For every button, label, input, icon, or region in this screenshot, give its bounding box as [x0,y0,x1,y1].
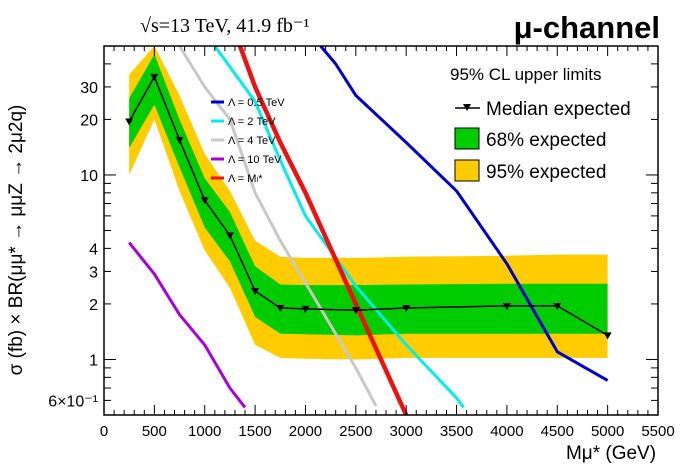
x-tick-label: 1000 [188,423,221,440]
y-tick-label: 20 [80,112,98,129]
theory-curve-2 [178,46,378,407]
legend-swatch-68 [454,127,480,150]
y-tick-label: 6×10⁻¹ [48,393,98,410]
x-tick-label: 500 [142,423,167,440]
lambda-legend-label: Λ = 2 TeV [228,116,276,128]
x-tick-label: 4500 [541,423,574,440]
x-tick-label: 0 [100,423,108,440]
legend-swatch-95 [454,159,480,182]
legend-label-68: 68% expected [486,130,606,151]
x-tick-label: 2000 [289,423,322,440]
median-marker [351,307,360,315]
legend-label-median: Median expected [486,99,631,120]
x-tick-label: 3500 [440,423,473,440]
median-marker [200,197,209,205]
y-tick-label: 2 [89,297,98,314]
theory-curve-3 [128,241,247,409]
x-tick-label: 5000 [591,423,624,440]
median-marker [603,332,612,340]
lambda-legend-label: Λ = 10 TeV [228,154,282,166]
median-marker [502,302,511,310]
median-marker [150,73,159,81]
bands-layer [129,46,608,360]
lambda-legend-label: Λ = Mₗ* [228,173,263,185]
median-marker [402,305,411,313]
theory-curve-0 [319,46,609,382]
y-tick-label: 1 [89,352,98,369]
x-tick-label: 1500 [238,423,271,440]
x-tick-label: 3000 [389,423,422,440]
x-tick-label: 4000 [490,423,523,440]
x-axis-label: Mμ* (GeV) [566,443,656,464]
lambda-legend: Λ = 0.5 TeV Λ = 2 TeV Λ = 4 TeV Λ = 10 TeV Λ… [211,97,285,185]
median-marker [276,305,285,313]
median-marker [125,118,134,126]
main-legend: 95% CL upper limits Median expected 68% e… [450,65,631,183]
median-marker [175,136,184,144]
theory-curve-4 [237,46,409,415]
theory-curves-layer [128,46,609,415]
axes-layer: 0 500 1000 1500 2000 2500 3000 3500 4000 4500 5000… [48,45,675,440]
median-marker [225,232,234,240]
x-tick-label: 2500 [339,423,372,440]
channel-label: μ-channel [514,10,660,45]
lambda-legend-label: Λ = 0.5 TeV [228,97,285,109]
legend-header: 95% CL upper limits [450,65,602,84]
lambda-legend-label: Λ = 4 TeV [228,135,276,147]
legend-label-95: 95% expected [486,162,606,183]
band-68-expected [129,54,608,336]
median-marker [251,287,260,295]
chart-title: √s=13 TeV, 41.9 fb⁻¹ [140,15,309,37]
y-tick-label: 3 [89,264,98,281]
y-tick-label: 30 [80,80,98,97]
y-tick-label: 10 [80,168,98,185]
x-tick-label: 5500 [641,423,674,440]
median-marker [301,305,310,313]
median-marker [553,302,562,310]
y-tick-label: 4 [89,241,98,258]
y-axis-label: σ (fb) × BR(μμ* → μμZ → 2μ2q) [6,105,27,376]
median-layer [125,73,612,340]
legend-median-marker [463,104,471,111]
